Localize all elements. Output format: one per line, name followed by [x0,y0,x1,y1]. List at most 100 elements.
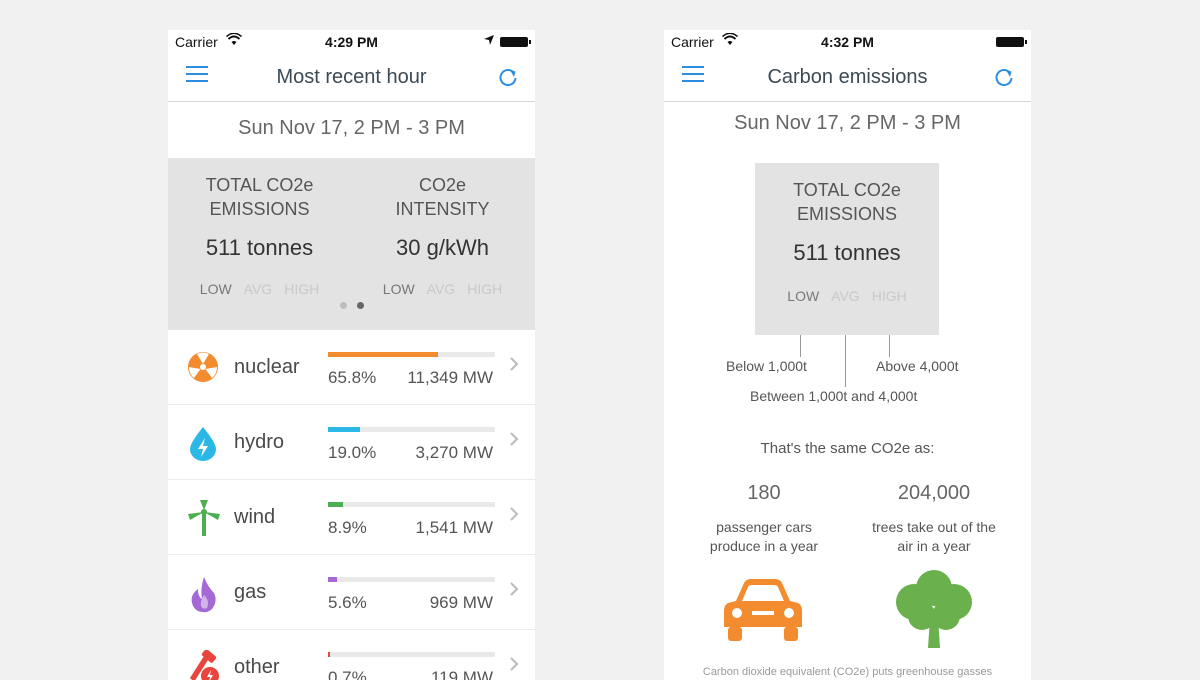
cars-description-line1: passenger cars [716,519,812,535]
total-emissions-value: 511 tonnes [793,240,901,265]
level-scale: LOW AVG HIGH [168,281,351,297]
share-percent: 0.7% [328,668,367,680]
share-bar [328,652,495,657]
flame-icon [186,575,220,613]
total-emissions-value: 511 tonnes [205,235,314,260]
source-row-hydro[interactable]: hydro 19.0% 3,270 MW [168,405,535,480]
share-bar-fill [328,352,438,357]
hamburger-menu-icon[interactable] [682,66,704,88]
wind-turbine-icon [186,500,220,536]
source-list: nuclear 65.8% 11,349 MW hydro 19.0% 3,27… [168,330,535,680]
chevron-right-icon[interactable] [509,581,519,597]
source-name: wind [234,506,276,528]
battery-icon [500,37,531,47]
level-low: LOW [382,281,415,297]
cars-description: passenger cars produce in a year [674,518,854,556]
source-name: gas [234,581,267,603]
share-bar-fill [328,427,360,432]
trees-description-line1: trees take out of the [872,519,996,535]
co2e-footnote: Carbon dioxide equivalent (CO2e) puts gr… [702,666,993,678]
threshold-between-label: Between 1,000t and 4,000t [750,388,918,404]
other-power-icon [186,649,220,680]
nav-bar: Carbon emissions [664,54,1031,102]
output-mw: 969 MW [429,593,493,612]
refresh-icon[interactable] [993,66,1015,88]
water-drop-icon [186,425,220,461]
output-mw: 11,349 MW [407,368,493,387]
page-dot[interactable] [339,302,347,309]
wifi-icon [226,33,242,45]
carrier-label: Carrier [175,34,218,50]
trees-number: 204,000 [897,482,971,504]
trees-description-line2: air in a year [897,538,971,554]
chevron-right-icon[interactable] [509,431,519,447]
intensity-value: 30 g/kWh [396,235,489,260]
level-scale: LOW AVG HIGH [351,281,534,297]
source-name: other [234,656,280,678]
location-arrow-icon [484,35,494,45]
box-title-line1: TOTAL CO2e [793,180,901,200]
summary-title-line2: EMISSIONS [209,199,310,219]
threshold-below-label: Below 1,000t [726,358,807,374]
status-bar: Carrier 4:32 PM [664,30,1031,54]
date-range: Sun Nov 17, 2 PM - 3 PM [238,117,465,139]
battery-icon [996,37,1027,47]
connector-low [800,335,801,357]
status-bar: Carrier 4:29 PM [168,30,535,54]
chevron-right-icon[interactable] [509,506,519,522]
car-icon [724,579,802,641]
summary-title-line1: TOTAL CO2e [205,175,314,195]
chevron-right-icon[interactable] [509,656,519,672]
page-title: Carbon emissions [767,66,928,88]
level-avg: AVG [243,281,273,297]
source-row-wind[interactable]: wind 8.9% 1,541 MW [168,480,535,555]
total-emissions-summary: TOTAL CO2e EMISSIONS 511 tonnes LOW AVG HI… [168,173,351,297]
cars-description-line2: produce in a year [709,538,819,554]
level-high: HIGH [871,288,907,304]
total-emissions-box: TOTAL CO2e EMISSIONS 511 tonnes LOW AVG HI… [755,163,939,335]
box-title-line2: EMISSIONS [796,204,898,224]
date-range: Sun Nov 17, 2 PM - 3 PM [734,112,961,134]
share-percent: 8.9% [328,518,367,537]
phone-screen-most-recent-hour: Carrier 4:29 PM Most recent hour Sun Nov… [168,30,535,680]
hamburger-menu-icon[interactable] [186,66,208,88]
output-mw: 119 MW [430,668,493,680]
carrier-label: Carrier [671,34,714,50]
source-row-gas[interactable]: gas 5.6% 969 MW [168,555,535,630]
source-row-nuclear[interactable]: nuclear 65.8% 11,349 MW [168,330,535,405]
page-dot-active[interactable] [356,302,364,309]
level-low: LOW [787,288,820,304]
nuclear-icon [186,350,220,386]
share-bar [328,427,495,432]
level-high: HIGH [467,281,503,297]
threshold-above-label: Above 4,000t [876,358,959,374]
share-bar [328,352,495,357]
equivalents-heading: That's the same CO2e as: [760,440,935,457]
output-mw: 3,270 MW [415,443,493,462]
level-avg: AVG [831,288,860,304]
share-bar [328,502,495,507]
page-title: Most recent hour [276,66,427,88]
summary-title-line1: CO2e [418,175,467,195]
summary-panel[interactable]: TOTAL CO2e EMISSIONS 511 tonnes LOW AVG HI… [168,158,535,330]
share-percent: 19.0% [328,443,377,462]
nav-bar: Most recent hour [168,54,535,102]
page-indicator[interactable] [168,296,535,314]
share-percent: 65.8% [328,368,377,387]
tree-icon [896,570,972,648]
share-bar-fill [328,652,330,657]
source-row-other[interactable]: other 0.7% 119 MW [168,630,535,680]
connector-high [889,335,890,357]
co2e-intensity-summary: CO2e INTENSITY 30 g/kWh LOW AVG HIGH [351,173,534,297]
share-percent: 5.6% [328,593,367,612]
cars-number: 180 [747,482,781,504]
level-avg: AVG [426,281,456,297]
chevron-right-icon[interactable] [509,356,519,372]
trees-description: trees take out of the air in a year [844,518,1024,556]
level-low: LOW [199,281,232,297]
level-scale: LOW AVG HIGH [755,288,939,304]
share-bar-fill [328,577,338,582]
phone-screen-carbon-emissions: Carrier 4:32 PM Carbon emissions Sun Nov… [664,30,1031,680]
refresh-icon[interactable] [497,66,519,88]
level-high: HIGH [284,281,320,297]
